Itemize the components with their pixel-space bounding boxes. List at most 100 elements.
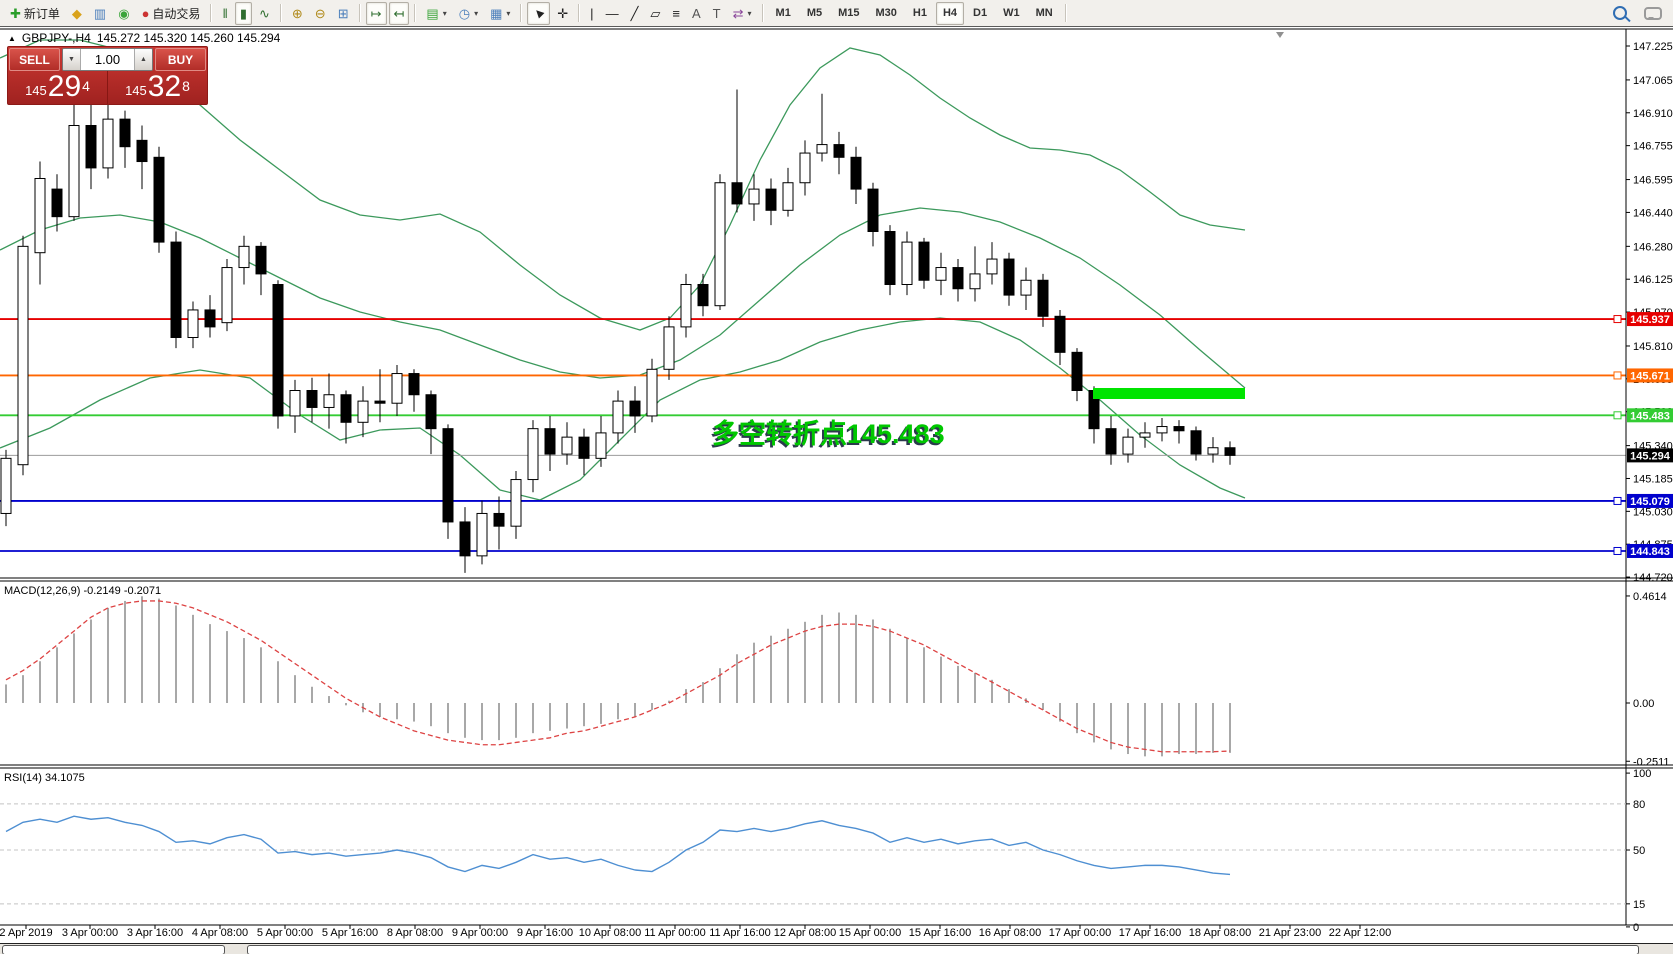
time-tick-label: 17 Apr 00:00	[1049, 927, 1111, 939]
timeframe-m1-button[interactable]: M1	[775, 7, 791, 19]
svg-text:145.937: 145.937	[1630, 314, 1670, 326]
sell-price[interactable]: 145 29 4	[8, 71, 107, 104]
terminal-button[interactable]: ▥	[89, 2, 111, 25]
macd-label: MACD(12,26,9) -0.2149 -0.2071	[4, 585, 161, 597]
time-axis[interactable]: 2 Apr 2019 3 Apr 00:00 3 Apr 16:00 4 Apr 08…	[0, 925, 1391, 939]
timeframe-w1-button[interactable]: W1	[1003, 7, 1020, 19]
svg-text:145.671: 145.671	[1630, 370, 1670, 382]
trendline-icon: ╱	[630, 5, 639, 21]
timeframe-h1-button[interactable]: H1	[912, 7, 927, 19]
time-tick-label: 15 Apr 00:00	[839, 927, 901, 939]
resistance-line-2[interactable]	[0, 371, 1626, 380]
zoom-out-button[interactable]: ⊖	[310, 2, 331, 25]
sell-price-pipette: 4	[82, 78, 90, 94]
toolbar: ✚ 新订单 ◆ ▥ ◉ ● 自动交易 ‖ ▮ ∿ ⊕ ⊖ ⊞ ↦ ↤ ▤ ▾ ◷ ▾ ▦ ▾ ► ✛ | — ╱ ▱ ≡ A T ⇄ ▾ M1 M…	[0, 0, 1673, 27]
timeframe-m30-button[interactable]: M30	[875, 7, 897, 19]
horizontal-line-button[interactable]: —	[601, 2, 624, 25]
axis-label-145.483: 145.483	[1627, 408, 1673, 423]
price-axis[interactable]: 147.225 147.065 146.910 146.755 146.595 146.4…	[1626, 41, 1673, 584]
timeframe-h4-button[interactable]: H4	[935, 1, 965, 25]
candle-body	[1207, 447, 1219, 455]
auto-scroll-button[interactable]: ↦	[365, 1, 387, 25]
buy-button[interactable]: BUY	[155, 48, 206, 71]
candle-body	[595, 432, 607, 459]
support-line-1[interactable]	[0, 496, 1626, 505]
price-tick-label: 146.910	[1633, 108, 1673, 120]
candle-body	[340, 394, 352, 423]
axis-label-145.671: 145.671	[1627, 368, 1673, 383]
time-tick-label: 17 Apr 16:00	[1119, 927, 1181, 939]
text-label-button[interactable]: T	[708, 2, 726, 25]
candle-body	[1037, 279, 1049, 317]
timeframe-m15-button[interactable]: M15	[838, 7, 860, 19]
support-line-2[interactable]	[0, 546, 1626, 555]
signals-button[interactable]: ◉	[113, 2, 134, 25]
search-button[interactable]	[1608, 2, 1632, 25]
support-line-1-handle[interactable]	[1613, 496, 1622, 505]
symbol-period-label: GBPJPY-,H4	[21, 31, 91, 45]
cursor-button[interactable]: ►	[527, 1, 551, 25]
channel-button[interactable]: ▱	[645, 2, 665, 25]
time-tick-label: 15 Apr 16:00	[909, 927, 971, 939]
resistance-line-2-handle[interactable]	[1613, 371, 1622, 380]
resistance-line-1-handle[interactable]	[1613, 315, 1622, 324]
chart-shift-button[interactable]: ↤	[388, 1, 410, 25]
crosshair-button[interactable]: ✛	[552, 2, 573, 25]
new-order-button[interactable]: ✚ 新订单	[5, 2, 65, 25]
candle-body	[153, 156, 165, 243]
candle-body	[748, 188, 760, 205]
candle-body	[969, 273, 981, 290]
pivot-line[interactable]	[0, 411, 1626, 420]
cursor-icon: ►	[528, 3, 549, 23]
pivot-line-handle[interactable]	[1613, 411, 1622, 420]
zoom-in-button[interactable]: ⊕	[287, 2, 308, 25]
svg-text:多空转折点145.483: 多空转折点145.483	[712, 418, 945, 449]
tile-windows-button[interactable]: ⊞	[333, 2, 354, 25]
scrollbar-thumb[interactable]	[247, 945, 1639, 954]
candle-body	[221, 267, 233, 324]
bar-chart-button[interactable]: ‖	[217, 2, 232, 25]
candlestick-button[interactable]: ▮	[234, 1, 252, 25]
timeframe-m5-button[interactable]: M5	[806, 7, 823, 19]
periods-button[interactable]: ◷ ▾	[454, 2, 483, 25]
candlestick-icon: ▮	[239, 5, 247, 21]
indicators-button[interactable]: ▤ ▾	[421, 2, 451, 25]
volume-decrease-button[interactable]: ▼	[63, 49, 81, 70]
vertical-line-button[interactable]: |	[585, 2, 598, 25]
timeframe-d1-button[interactable]: D1	[973, 7, 988, 19]
candle-body	[102, 118, 114, 169]
text-button[interactable]: A	[687, 2, 706, 25]
support-line-2-handle[interactable]	[1613, 546, 1622, 555]
volume-input[interactable]: 1.00	[81, 49, 134, 70]
volume-increase-button[interactable]: ▲	[134, 49, 152, 70]
sell-button[interactable]: SELL	[9, 48, 60, 71]
candle-body	[867, 188, 879, 233]
candle-body	[935, 267, 947, 281]
candle-body	[357, 400, 369, 423]
chevron-down-icon: ▾	[474, 8, 479, 18]
svg-text:145.483: 145.483	[1630, 410, 1670, 422]
rsi-label: RSI(14) 34.1075	[4, 772, 85, 784]
line-chart-button[interactable]: ∿	[254, 2, 275, 25]
metaeditor-button[interactable]: ◆	[67, 2, 87, 25]
trendline-button[interactable]: ╱	[626, 2, 644, 25]
timeframe-mn-button[interactable]: MN	[1035, 7, 1053, 19]
resistance-line-1[interactable]	[0, 315, 1626, 324]
ohlc-values: 145.272 145.320 145.260 145.294	[96, 31, 281, 45]
buy-price[interactable]: 145 32 8	[108, 71, 207, 104]
candle-body	[765, 188, 777, 211]
autotrading-button[interactable]: ● 自动交易	[137, 2, 206, 25]
channel-icon: ▱	[650, 5, 661, 21]
templates-button[interactable]: ▦ ▾	[485, 2, 515, 25]
h-scrollbar[interactable]	[0, 943, 1673, 954]
rsi-line	[5, 815, 1231, 876]
trend-highlight-box[interactable]	[1093, 388, 1245, 399]
fibonacci-button[interactable]: ≡	[667, 2, 685, 25]
rsi-axis-label: 15	[1633, 899, 1645, 911]
collapse-panel-icon[interactable]: ▲	[8, 33, 16, 43]
chat-button[interactable]	[1639, 2, 1667, 25]
arrows-button[interactable]: ⇄ ▾	[728, 2, 757, 25]
candle-body	[476, 512, 488, 557]
scrollbar-thumb-left[interactable]	[2, 945, 225, 954]
